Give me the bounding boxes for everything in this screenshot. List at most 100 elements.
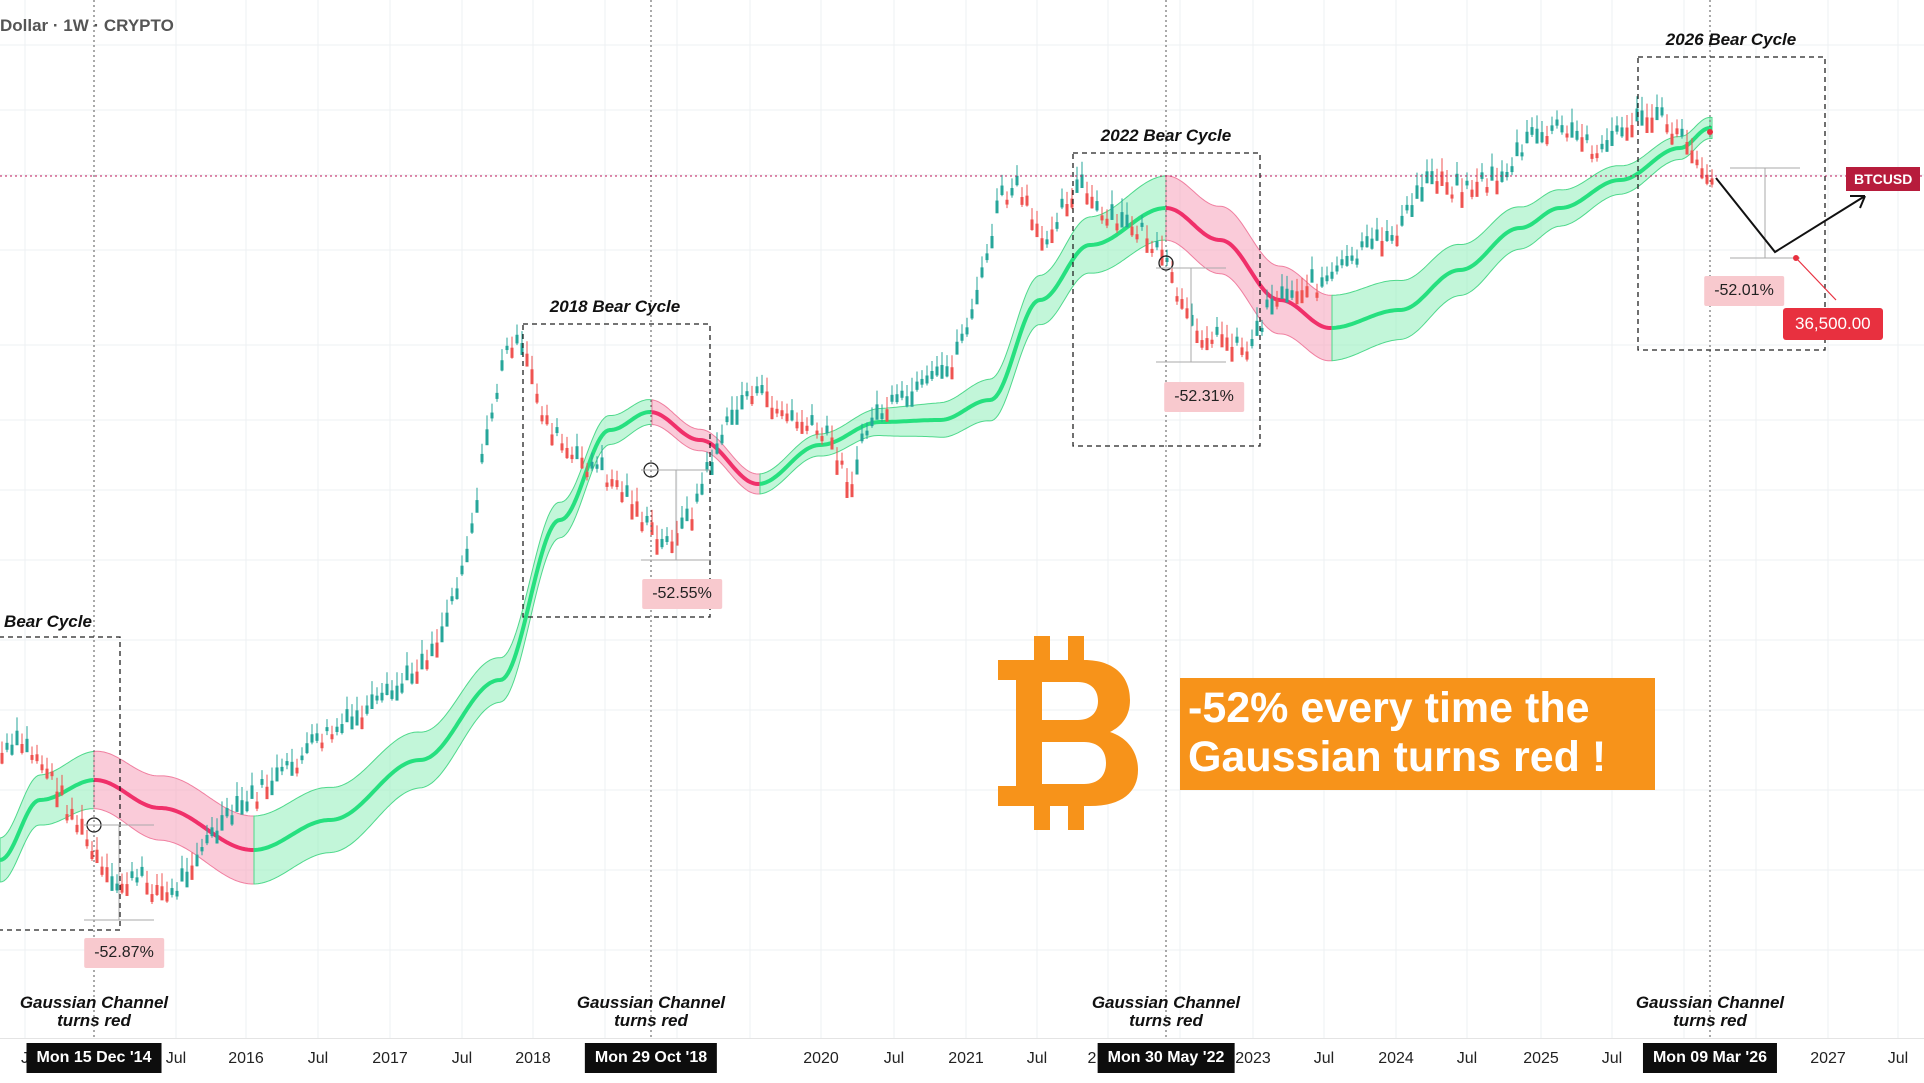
- candle: [50, 771, 54, 777]
- chart-header: Dollar · 1W · CRYPTO: [0, 16, 174, 35]
- candle: [710, 462, 714, 475]
- candle: [1370, 238, 1374, 249]
- candle: [1640, 110, 1644, 126]
- candle: [870, 417, 874, 427]
- candle: [1685, 142, 1689, 155]
- candle: [1705, 174, 1709, 184]
- candle: [565, 447, 569, 459]
- candle: [440, 626, 444, 643]
- candle: [455, 588, 459, 600]
- candle: [305, 743, 309, 754]
- candle: [1425, 171, 1429, 184]
- candle: [420, 653, 424, 670]
- candle: [1280, 286, 1284, 299]
- candle: [105, 867, 109, 883]
- candle: [615, 480, 619, 487]
- candle: [390, 690, 394, 699]
- candle: [495, 392, 499, 399]
- candle: [1545, 136, 1549, 145]
- candle: [815, 430, 819, 435]
- channel-midline-red: [94, 778, 254, 852]
- candle: [280, 766, 284, 772]
- candle: [1400, 215, 1404, 226]
- candle: [1185, 308, 1189, 319]
- candle: [1380, 241, 1384, 257]
- candle: [720, 434, 724, 444]
- candle: [680, 517, 684, 529]
- candle: [945, 366, 949, 377]
- candle: [405, 665, 409, 681]
- candle: [985, 253, 989, 261]
- candle: [1110, 204, 1114, 220]
- candle: [1125, 214, 1129, 228]
- crosshair-date-2014: Mon 15 Dec '14: [26, 1043, 162, 1073]
- candle: [1235, 336, 1239, 343]
- candle: [820, 436, 824, 442]
- drawdown-badge-2022: -52.31%: [1164, 382, 1244, 412]
- price-chart[interactable]: [0, 0, 1924, 1038]
- candle: [355, 710, 359, 726]
- candle: [485, 429, 489, 446]
- candle: [1675, 128, 1679, 135]
- channel-midline-green: [759, 206, 1167, 486]
- axis-tick: Jul: [1887, 1050, 1909, 1067]
- candle: [130, 871, 134, 879]
- candle: [835, 460, 839, 475]
- candle: [750, 395, 754, 405]
- axis-tick: 2027: [1810, 1050, 1846, 1067]
- candle: [1590, 153, 1594, 159]
- candle: [1490, 166, 1494, 181]
- candle: [435, 642, 439, 658]
- candle: [195, 854, 199, 867]
- candle: [1560, 125, 1564, 133]
- candle: [845, 482, 849, 498]
- candle: [855, 459, 859, 475]
- candle: [620, 492, 624, 503]
- candle: [735, 409, 739, 425]
- candle: [1595, 153, 1599, 159]
- symbol-price-tag: BTCUSD: [1846, 167, 1921, 191]
- candle: [1570, 122, 1574, 138]
- candle: [1220, 334, 1224, 348]
- candle: [1515, 142, 1519, 157]
- axis-tick: Jul: [1601, 1050, 1623, 1067]
- candle: [540, 415, 544, 422]
- candle: [1600, 143, 1604, 150]
- candle: [1030, 219, 1034, 231]
- candle: [365, 705, 369, 714]
- candle: [1170, 272, 1174, 283]
- candle: [1325, 275, 1329, 282]
- candle: [1230, 346, 1234, 362]
- candle: [950, 367, 954, 380]
- candle: [1210, 339, 1214, 344]
- candle: [515, 334, 519, 344]
- candle: [210, 827, 214, 837]
- candle: [695, 493, 699, 502]
- candle: [1635, 108, 1639, 122]
- headline-box: -52% every time the Gaussian turns red !: [1180, 678, 1655, 790]
- candle: [1375, 229, 1379, 241]
- candle: [995, 200, 999, 214]
- channel-band-red: [93, 750, 255, 885]
- candle: [1605, 140, 1609, 152]
- candle: [200, 847, 204, 852]
- candle: [635, 501, 639, 517]
- candle: [1360, 241, 1364, 248]
- candle: [865, 430, 869, 436]
- candle: [910, 391, 914, 407]
- candle: [1215, 326, 1219, 335]
- candle: [5, 742, 9, 750]
- candle: [960, 333, 964, 341]
- candle: [780, 410, 784, 417]
- cycle-box: [1637, 56, 1826, 351]
- time-axis[interactable]: J Jul 2016 Jul 2017 Jul 2018 2020 Jul 20…: [0, 1038, 1924, 1083]
- candle: [970, 309, 974, 319]
- axis-tick: Jul: [451, 1050, 473, 1067]
- candle: [1420, 187, 1424, 202]
- channel-midline-green: [0, 778, 95, 862]
- candle: [1460, 192, 1464, 208]
- candle: [850, 484, 854, 498]
- candle: [1150, 248, 1154, 253]
- candle: [1245, 351, 1249, 360]
- axis-tick: 2024: [1378, 1050, 1414, 1067]
